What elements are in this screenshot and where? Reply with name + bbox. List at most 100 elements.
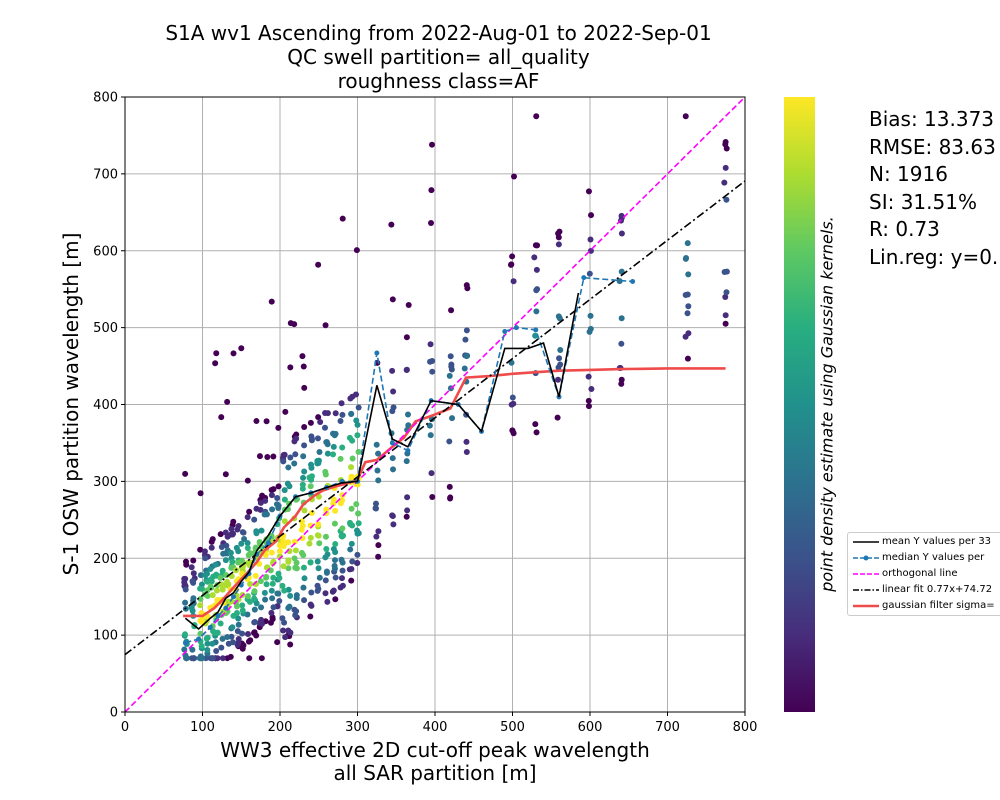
data-point (291, 555, 298, 562)
data-point (389, 512, 396, 519)
data-point (300, 564, 307, 571)
data-point (199, 616, 206, 623)
data-point (322, 322, 329, 329)
data-point (682, 255, 689, 262)
data-point (287, 364, 294, 371)
x-tick-label: 0 (121, 720, 129, 735)
series-lines (125, 97, 745, 712)
data-point (208, 578, 215, 585)
data-point (347, 546, 354, 553)
data-point (332, 596, 339, 603)
data-point (224, 634, 231, 641)
data-point (197, 490, 204, 497)
data-point (314, 532, 321, 539)
data-point (331, 557, 338, 564)
data-point (447, 494, 454, 501)
data-point (588, 212, 595, 219)
data-point (347, 395, 354, 402)
data-point (212, 561, 219, 568)
data-point (246, 655, 253, 662)
data-point (403, 367, 410, 374)
x-tick-label: 400 (423, 720, 448, 735)
data-point (340, 532, 347, 539)
data-point (373, 441, 380, 448)
median-marker (196, 636, 202, 642)
data-point (332, 410, 339, 417)
data-point (375, 477, 382, 484)
x-tick-label: 600 (578, 720, 603, 735)
data-point (219, 655, 226, 662)
data-point (332, 574, 339, 581)
data-point (390, 388, 397, 395)
series-line-linear (125, 180, 745, 656)
data-point (197, 572, 204, 579)
median-marker (265, 540, 271, 546)
data-point (404, 507, 411, 514)
data-point (204, 592, 211, 599)
data-point (287, 641, 294, 648)
data-point (464, 285, 471, 292)
data-point (348, 566, 355, 573)
data-point (292, 451, 299, 458)
data-point (281, 518, 288, 525)
data-point (509, 427, 516, 434)
data-point (316, 540, 323, 547)
legend-label: mean Y values per 33 (882, 536, 992, 547)
data-point (354, 432, 361, 439)
data-point (253, 418, 260, 425)
data-point (339, 497, 346, 504)
data-point (286, 603, 293, 610)
data-point (348, 540, 355, 547)
data-point (427, 341, 434, 348)
data-point (239, 607, 246, 614)
data-point (300, 453, 307, 460)
data-point (429, 368, 436, 375)
data-point (314, 435, 321, 442)
data-point (316, 574, 323, 581)
data-point (202, 572, 209, 579)
data-point (618, 315, 625, 322)
data-point (235, 635, 242, 642)
data-point (261, 511, 268, 518)
data-point (349, 455, 356, 462)
data-point (339, 582, 346, 589)
data-point (244, 544, 251, 551)
data-point (300, 363, 307, 370)
data-point (287, 592, 294, 599)
data-point (330, 443, 337, 450)
data-point (268, 609, 275, 616)
data-point (269, 506, 276, 513)
scatter-points (181, 113, 730, 662)
y-tick-label: 400 (93, 398, 118, 413)
data-point (347, 519, 354, 526)
data-point (301, 575, 308, 582)
data-point (182, 599, 189, 606)
data-point (274, 639, 281, 646)
data-point (308, 437, 315, 444)
data-point (372, 500, 379, 507)
data-point (685, 330, 692, 337)
median-marker (502, 328, 508, 334)
data-point (285, 565, 292, 572)
series-line-mean (184, 292, 580, 631)
colorbar-label: point density estimate using Gaussian ke… (817, 216, 837, 592)
data-point (229, 558, 236, 565)
data-point (315, 414, 322, 421)
median-marker (215, 613, 221, 619)
data-point (275, 483, 282, 490)
data-point (219, 586, 226, 593)
data-point (207, 655, 214, 662)
data-point (323, 568, 330, 575)
data-point (285, 464, 292, 471)
x-tick-label: 700 (655, 720, 680, 735)
data-point (182, 586, 189, 593)
data-point (354, 527, 361, 534)
data-point (339, 525, 346, 532)
data-point (301, 468, 308, 475)
data-point (533, 429, 540, 436)
data-point (353, 559, 360, 566)
data-point (238, 557, 245, 564)
data-point (213, 587, 220, 594)
data-point (204, 646, 211, 653)
data-point (587, 325, 594, 332)
